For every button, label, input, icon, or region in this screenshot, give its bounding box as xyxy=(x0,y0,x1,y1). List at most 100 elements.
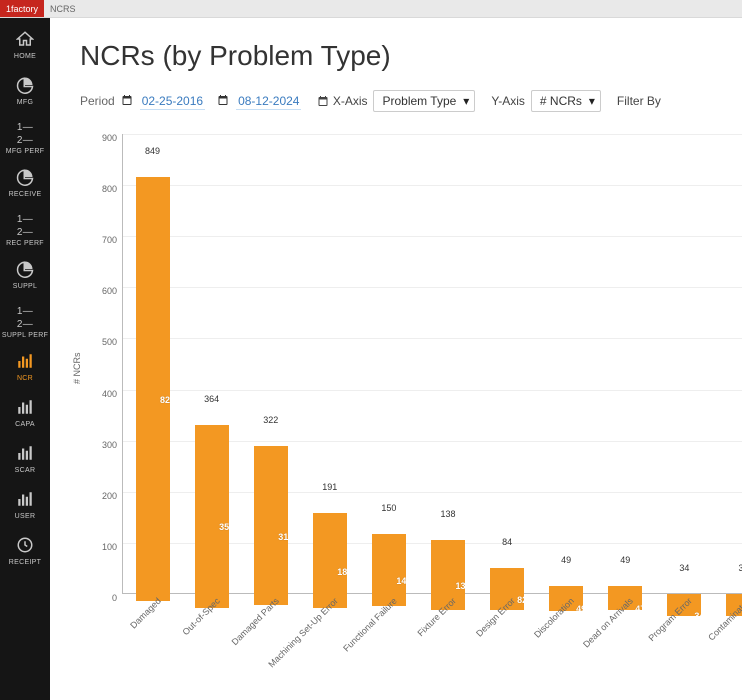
sidebar-item-ncr[interactable]: NCR xyxy=(0,344,50,390)
chart-ytick: 200 xyxy=(102,491,123,501)
sidebar-item-label: USER xyxy=(15,513,36,520)
date-to-input[interactable]: 08-12-2024 xyxy=(236,93,301,110)
clock-icon xyxy=(16,536,34,557)
sidebar-item-home[interactable]: HOME xyxy=(0,22,50,68)
chart-bar[interactable]: 3331 xyxy=(726,576,742,593)
chart-bar-total: 191 xyxy=(313,482,347,495)
sidebar-item-label: HOME xyxy=(14,53,36,60)
home-icon xyxy=(16,30,34,51)
app-logo: 1factory xyxy=(0,0,44,17)
chart-bar-total: 322 xyxy=(254,415,288,428)
chart-bar[interactable]: 3434 xyxy=(667,576,701,593)
controls-row: Period 02-25-2016 08-12-2024 X-Axis Prob… xyxy=(80,90,742,112)
sidebar-item-rec-perf[interactable]: 1—2— REC PERF xyxy=(0,206,50,252)
xaxis-label: X-Axis xyxy=(317,94,367,108)
chart-bar-segment-primary: 829 xyxy=(136,177,170,601)
chart-ytick: 500 xyxy=(102,337,123,347)
chart-gridline xyxy=(123,134,742,135)
chart-bar-total: 33 xyxy=(726,563,742,576)
chart-bar-segment-primary: 186 xyxy=(313,513,347,608)
sidebar-item-user[interactable]: USER xyxy=(0,482,50,528)
sidebar: HOME MFG 1—2— MFG PERF RECEIVE 1—2— REC PERF SU… xyxy=(0,18,50,700)
list12-icon: 1—2— xyxy=(17,120,33,146)
chart-bar-total: 49 xyxy=(549,555,583,568)
sidebar-item-suppl[interactable]: SUPPL xyxy=(0,252,50,298)
chart-bar-value: 82 xyxy=(517,595,524,605)
sidebar-item-label: MFG PERF xyxy=(6,148,45,155)
chart-bar-value: 140 xyxy=(396,576,406,586)
filter-by-label: Filter By xyxy=(617,94,661,108)
list12-icon: 1—2— xyxy=(17,212,33,238)
chart-bar-segment-primary: 140 xyxy=(372,534,406,606)
chart-bar-total: 849 xyxy=(136,146,170,159)
chart-ytick: 100 xyxy=(102,542,123,552)
topbar: 1factory NCRS xyxy=(0,0,742,18)
date-from-input[interactable]: 02-25-2016 xyxy=(140,93,205,110)
chart-bar[interactable]: 4949 xyxy=(549,568,583,593)
breadcrumb: NCRS xyxy=(44,4,76,14)
chart-bar-total: 84 xyxy=(490,537,524,550)
chart-bar-total: 49 xyxy=(608,555,642,568)
chart-bar-value: 136 xyxy=(455,581,465,591)
chart-ytick: 400 xyxy=(102,389,123,399)
chart-gridline xyxy=(123,390,742,391)
chart-ytick: 700 xyxy=(102,235,123,245)
chart-bar-segment-primary: 358 xyxy=(195,425,229,608)
chart-bar-total: 364 xyxy=(195,394,229,407)
chart-y-axis-label: # NCRs xyxy=(72,352,82,384)
sidebar-item-scar[interactable]: SCAR xyxy=(0,436,50,482)
page-title: NCRs (by Problem Type) xyxy=(80,40,742,72)
sidebar-item-suppl-perf[interactable]: 1—2—SUPPL PERF xyxy=(0,298,50,344)
bars-icon xyxy=(16,352,34,373)
chart-bar[interactable]: 4947 xyxy=(608,568,642,593)
chart-bar[interactable]: 3646358 xyxy=(195,407,229,593)
sidebar-item-label: CAPA xyxy=(15,421,35,428)
chart-gridline xyxy=(123,287,742,288)
xaxis-dropdown[interactable]: Problem Type xyxy=(373,90,475,112)
pie-icon xyxy=(16,260,34,281)
yaxis-label: Y-Axis xyxy=(491,94,525,108)
chart-bar[interactable]: 84920829 xyxy=(136,159,170,593)
bars-icon xyxy=(16,398,34,419)
chart-ytick: 900 xyxy=(102,133,123,143)
chart-bar[interactable]: 32212310 xyxy=(254,428,288,593)
chart-gridline xyxy=(123,185,742,186)
chart-xtick: Damaged xyxy=(128,596,163,631)
sidebar-item-receipt[interactable]: RECEIPT xyxy=(0,528,50,574)
chart-bar-value: 310 xyxy=(278,532,288,542)
chart-ytick: 600 xyxy=(102,286,123,296)
chart-bar[interactable]: 1382136 xyxy=(431,522,465,593)
yaxis-dropdown[interactable]: # NCRs xyxy=(531,90,601,112)
chart-bar-value: 829 xyxy=(160,395,170,405)
chart-bar[interactable]: 1915186 xyxy=(313,495,347,593)
bars-icon xyxy=(16,444,34,465)
calendar-icon xyxy=(217,94,230,109)
xaxis-label-text: X-Axis xyxy=(333,94,368,108)
chart-ytick: 300 xyxy=(102,440,123,450)
sidebar-item-label: SUPPL PERF xyxy=(2,332,48,339)
chart-bar-value: 358 xyxy=(219,522,229,532)
chart-bar-value: 34 xyxy=(694,611,701,616)
chart-ytick: 0 xyxy=(112,593,123,603)
chart-gridline xyxy=(123,338,742,339)
calendar-icon xyxy=(121,94,134,109)
sidebar-item-label: SUPPL xyxy=(13,283,37,290)
chart-bar[interactable]: 15010140 xyxy=(372,516,406,593)
chart-bar[interactable]: 8482 xyxy=(490,550,524,593)
chart-xtick: Functional Failure xyxy=(341,596,399,654)
main-content: NCRs (by Problem Type) Period 02-25-2016… xyxy=(50,18,742,700)
sidebar-item-capa[interactable]: CAPA xyxy=(0,390,50,436)
period-label: Period xyxy=(80,94,115,108)
sidebar-item-label: REC PERF xyxy=(6,240,44,247)
sidebar-item-label: MFG xyxy=(17,99,33,106)
sidebar-item-receive[interactable]: RECEIVE xyxy=(0,160,50,206)
chart: # NCRs 010020030040050060070080090084920… xyxy=(80,124,742,664)
sidebar-item-mfg[interactable]: MFG xyxy=(0,68,50,114)
sidebar-item-label: SCAR xyxy=(15,467,36,474)
chart-plot-area: 010020030040050060070080090084920829Dama… xyxy=(122,134,742,594)
sidebar-item-mfg-perf[interactable]: 1—2— MFG PERF xyxy=(0,114,50,160)
chart-bar-total: 138 xyxy=(431,509,465,522)
chart-gridline xyxy=(123,236,742,237)
chart-bar-total: 34 xyxy=(667,563,701,576)
chart-bar-value: 47 xyxy=(635,604,642,610)
